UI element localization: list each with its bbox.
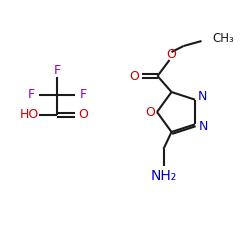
Text: O: O — [145, 106, 155, 118]
Text: O: O — [78, 108, 88, 122]
Text: NH₂: NH₂ — [150, 169, 177, 183]
Text: O: O — [166, 48, 176, 60]
Text: HO: HO — [20, 108, 38, 122]
Text: F: F — [28, 88, 34, 102]
Text: CH₃: CH₃ — [212, 32, 234, 44]
Text: F: F — [80, 88, 86, 102]
Text: O: O — [130, 70, 140, 82]
Text: F: F — [54, 64, 60, 76]
Text: N: N — [197, 90, 207, 103]
Text: N: N — [198, 120, 208, 133]
